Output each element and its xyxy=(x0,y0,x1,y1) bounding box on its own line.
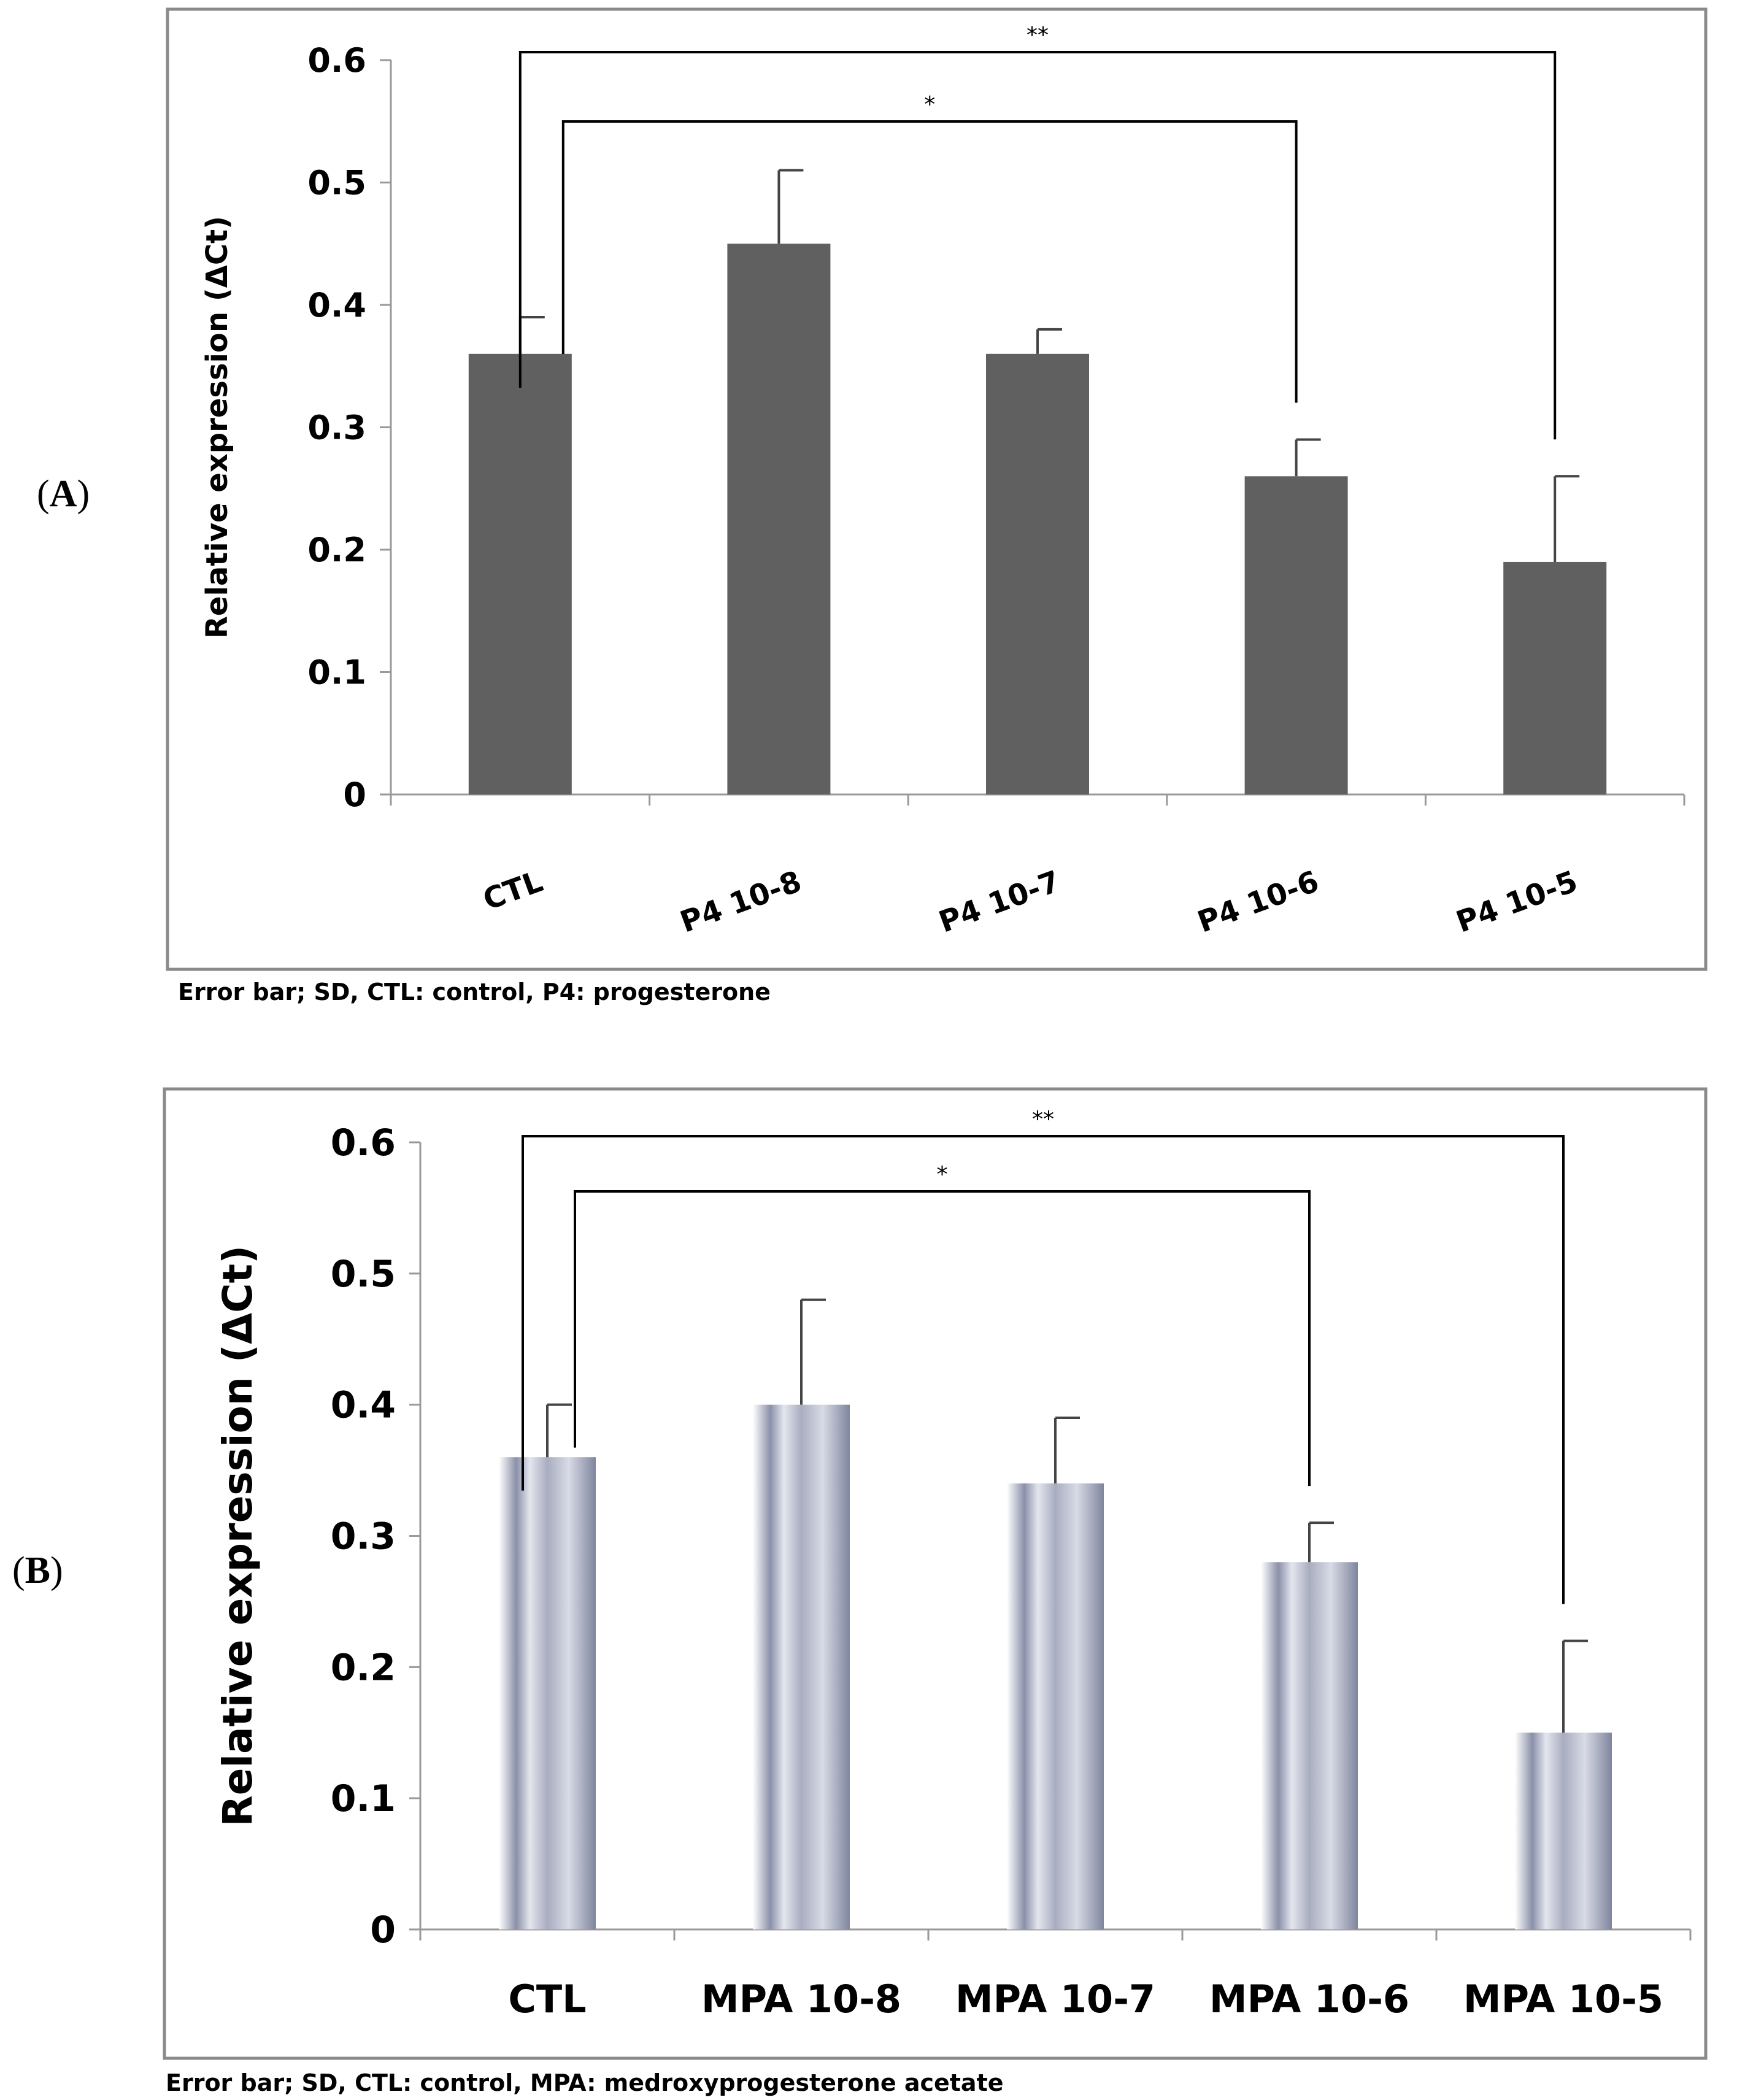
bar xyxy=(1007,1483,1104,1929)
bar xyxy=(727,244,831,794)
panel-b-frame xyxy=(163,1087,1708,2060)
panel-b-letter: (B) xyxy=(12,1550,63,1591)
category-label: P4 10-5 xyxy=(1452,864,1582,940)
significance-label: * xyxy=(924,92,935,117)
panel-a-caption: Error bar; SD, CTL: control, P4: progest… xyxy=(178,979,771,1006)
plot-a: 0 0.1 0.2 0.3 0.4 0.5 0.6 Relative expression (… xyxy=(200,23,1685,940)
significance-label: * xyxy=(937,1162,948,1187)
y-tick-label: 0.3 xyxy=(331,1515,396,1558)
y-tick-label: 0 xyxy=(370,1909,396,1952)
y-tick-label: 0 xyxy=(343,775,366,814)
y-tick-label: 0.4 xyxy=(331,1384,396,1427)
y-tick-label: 0.6 xyxy=(307,41,366,80)
category-label: P4 10-7 xyxy=(934,864,1065,940)
y-tick-label: 0.1 xyxy=(307,653,366,691)
category-label: CTL xyxy=(508,1977,586,2021)
panel-b: (B) 0 0.1 0.2 0.3 0.4 0.5 0.6 Relative expressi… xyxy=(12,1087,1708,2096)
category-label: MPA 10-8 xyxy=(701,1977,901,2021)
y-tick-label: 0.5 xyxy=(331,1253,396,1296)
y-axis-title: Relative expression (ΔCt) xyxy=(214,1245,261,1826)
category-label: P4 10-6 xyxy=(1193,864,1323,940)
significance-bracket xyxy=(561,120,1298,403)
category-label: MPA 10-5 xyxy=(1463,1977,1663,2021)
significance-bracket xyxy=(518,51,1557,440)
y-axis-title: Relative expression (ΔCt) xyxy=(200,216,234,639)
category-label: MPA 10-6 xyxy=(1209,1977,1409,2021)
panel-b-caption: Error bar; SD, CTL: control, MPA: medrox… xyxy=(166,2069,1004,2096)
category-label: MPA 10-7 xyxy=(955,1977,1155,2021)
category-label: P4 10-8 xyxy=(676,864,806,940)
panel-a-letter: (A) xyxy=(37,473,90,515)
bar xyxy=(1503,561,1607,794)
bar xyxy=(468,353,572,794)
y-tick-label: 0.2 xyxy=(307,531,366,569)
significance-bracket xyxy=(522,1135,1565,1604)
significance-bracket xyxy=(574,1190,1311,1487)
y-tick-label: 0.4 xyxy=(307,286,366,325)
bar xyxy=(986,353,1089,794)
y-tick-label: 0.1 xyxy=(331,1777,396,1820)
bar xyxy=(1244,476,1348,794)
bar xyxy=(1515,1733,1612,1929)
panel-a: (A) 0 0.1 0.2 0.3 0.4 0.5 0.6 Relative expressi… xyxy=(37,7,1708,1006)
bar xyxy=(499,1457,596,1929)
plot-b: 0 0.1 0.2 0.3 0.4 0.5 0.6 Relative expression (… xyxy=(214,1107,1692,2021)
bar xyxy=(1261,1562,1358,1929)
y-tick-label: 0.6 xyxy=(331,1121,396,1164)
bar xyxy=(753,1404,850,1929)
significance-label: ** xyxy=(1027,23,1049,48)
y-tick-label: 0.5 xyxy=(307,163,366,202)
significance-label: ** xyxy=(1032,1107,1054,1132)
y-tick-label: 0.3 xyxy=(307,408,366,447)
category-label: CTL xyxy=(479,864,547,917)
panel-a-frame xyxy=(166,7,1708,971)
y-tick-label: 0.2 xyxy=(331,1646,396,1689)
